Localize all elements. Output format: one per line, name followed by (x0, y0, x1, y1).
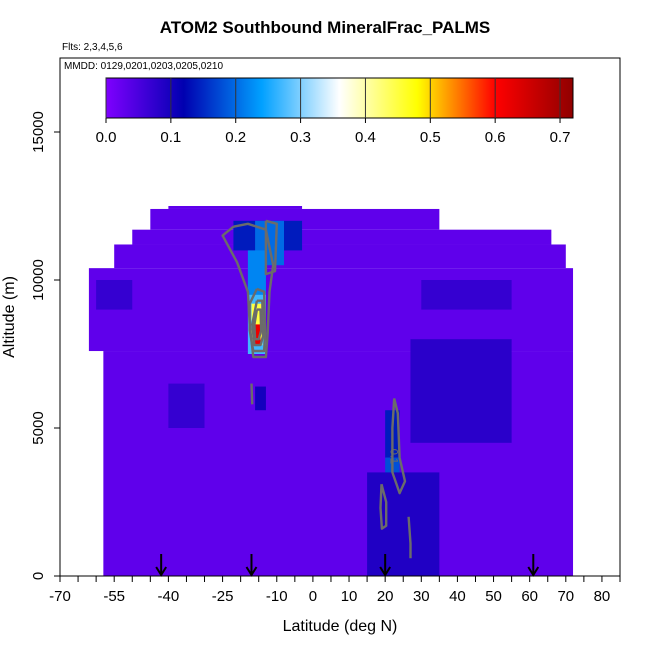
colorbar-tick-label: 0.1 (160, 129, 181, 146)
heatmap-cell (168, 383, 205, 428)
x-tick-label: 30 (413, 588, 430, 605)
x-tick-label: 70 (557, 588, 574, 605)
contour-line (253, 308, 263, 341)
x-tick-label: 50 (485, 588, 502, 605)
y-tick-label: 5000 (30, 411, 47, 444)
contour-line (250, 383, 254, 405)
x-tick-label: -40 (158, 588, 180, 605)
contour-layer: 0.1 (221, 219, 412, 559)
flight-arrow (527, 554, 540, 577)
heatmap-cell (367, 472, 440, 576)
y-axis-label: Altitude (m) (1, 276, 18, 358)
x-tick-label: -70 (49, 588, 71, 605)
colorbar-tick-label: 0.4 (355, 129, 376, 146)
heatmap-cell (410, 339, 512, 443)
heatmap-layer (88, 206, 574, 576)
contour-label: 0.1 (388, 449, 400, 464)
contour-line (391, 398, 407, 495)
x-tick-label: 40 (449, 588, 466, 605)
contour-line (407, 516, 412, 559)
chart-title: ATOM2 Southbound MineralFrac_PALMS (159, 18, 491, 37)
x-tick-label: 80 (594, 588, 611, 605)
arrow-head (379, 566, 392, 577)
x-tick-label: 20 (377, 588, 394, 605)
contour-line (379, 483, 388, 530)
y-axis: 0 5000 10000 15000 (30, 111, 60, 580)
heatmap-cell (421, 280, 512, 310)
flights-subtitle: Flts: 2,3,4,5,6 (62, 42, 123, 53)
contour-line (264, 219, 278, 276)
plot-frame (59, 57, 621, 577)
flight-arrow (245, 554, 258, 577)
arrow-head (527, 566, 540, 577)
y-tick-label: 10000 (30, 259, 47, 301)
x-tick-label: -25 (212, 588, 234, 605)
x-tick-label: -55 (103, 588, 125, 605)
flight-arrow (379, 554, 392, 577)
colorbar-tick-label: 0.6 (485, 129, 506, 146)
contour-line (248, 287, 267, 353)
colorbar-tick-label: 0.3 (290, 129, 311, 146)
x-tick-label: 60 (521, 588, 538, 605)
colorbar-gradient (105, 77, 574, 119)
dates-subtitle: MMDD: 0129,0201,0203,0205,0210 (64, 61, 224, 72)
heatmap-cell (168, 206, 303, 209)
heatmap-cell (253, 324, 261, 346)
heatmap-cell (255, 386, 266, 411)
colorbar-tick-label: 0.0 (96, 129, 117, 146)
arrow-head (245, 566, 258, 577)
heatmap-cell (114, 244, 566, 269)
colorbar: 0.0 0.1 0.2 0.3 0.4 0.5 0.6 0.7 (96, 77, 574, 146)
x-axis-label: Latitude (deg N) (283, 618, 398, 635)
colorbar-tick-label: 0.2 (225, 129, 246, 146)
arrow-head (155, 566, 168, 577)
x-tick-label: -10 (266, 588, 288, 605)
x-tick-label: 10 (341, 588, 358, 605)
x-tick-label: 0 (309, 588, 317, 605)
heatmap-cell (132, 229, 552, 245)
heatmap-cell (96, 280, 133, 310)
contour-line (251, 299, 265, 347)
heatmap-cell (150, 208, 440, 230)
colorbar-tick-label: 0.7 (550, 129, 571, 146)
y-tick-label: 0 (30, 572, 47, 580)
y-tick-label: 15000 (30, 111, 47, 153)
flight-arrows (155, 554, 540, 577)
flight-arrow (155, 554, 168, 577)
colorbar-tick-label: 0.5 (420, 129, 441, 146)
x-axis: -70 -55 -40 -25 -10 0 10 20 30 40 50 60 70 80 (49, 576, 621, 605)
